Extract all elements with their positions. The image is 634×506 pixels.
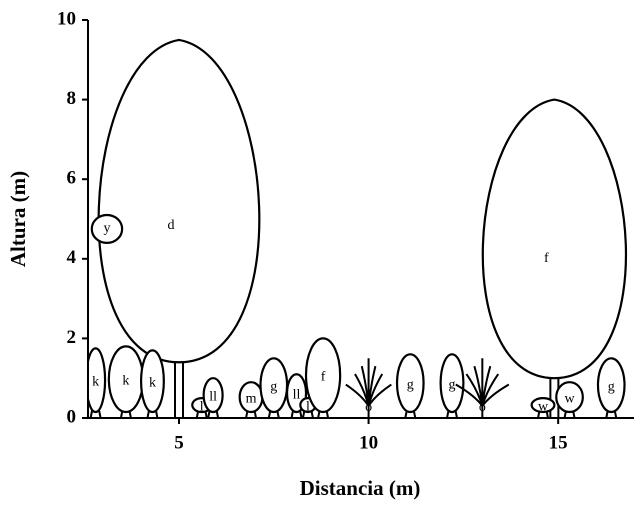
plant-label: ll [293,387,301,402]
plant-label: ll [209,389,217,404]
plant-label: g [407,377,414,392]
plant-label: k [149,375,156,390]
chart: dfykkklllmglllfoggowwg Altura (m) Distan… [0,0,634,506]
x-tick-label: 15 [549,432,568,453]
plant-label: d [168,218,175,233]
plant-label: m [246,391,257,406]
plant-label: k [122,373,129,388]
y-tick-label: 2 [67,327,77,348]
plant-label: f [544,251,549,266]
y-axis-label: Altura (m) [6,171,30,267]
plant-label: l [306,399,310,414]
plant-label: y [103,221,110,236]
y-tick-label: 0 [67,406,77,427]
plant-label: o [479,400,486,415]
plant-label: f [321,369,326,384]
x-tick-label: 5 [174,432,184,453]
plant-label: w [564,391,575,406]
y-tick-label: 10 [57,8,76,29]
tree-crown [483,100,626,379]
plant-label: g [270,379,277,394]
x-tick-label: 10 [359,432,378,453]
plant-label: w [538,399,549,414]
y-tick-label: 6 [67,168,77,189]
x-axis-label: Distancia (m) [300,476,421,500]
tree-crown [99,40,260,362]
grass [346,358,392,406]
plant-label: k [92,374,99,389]
plant-label: g [449,377,456,392]
plant-label: g [608,379,615,394]
y-tick-label: 8 [67,88,77,109]
y-tick-label: 4 [67,247,77,268]
plant-label: o [365,400,372,415]
